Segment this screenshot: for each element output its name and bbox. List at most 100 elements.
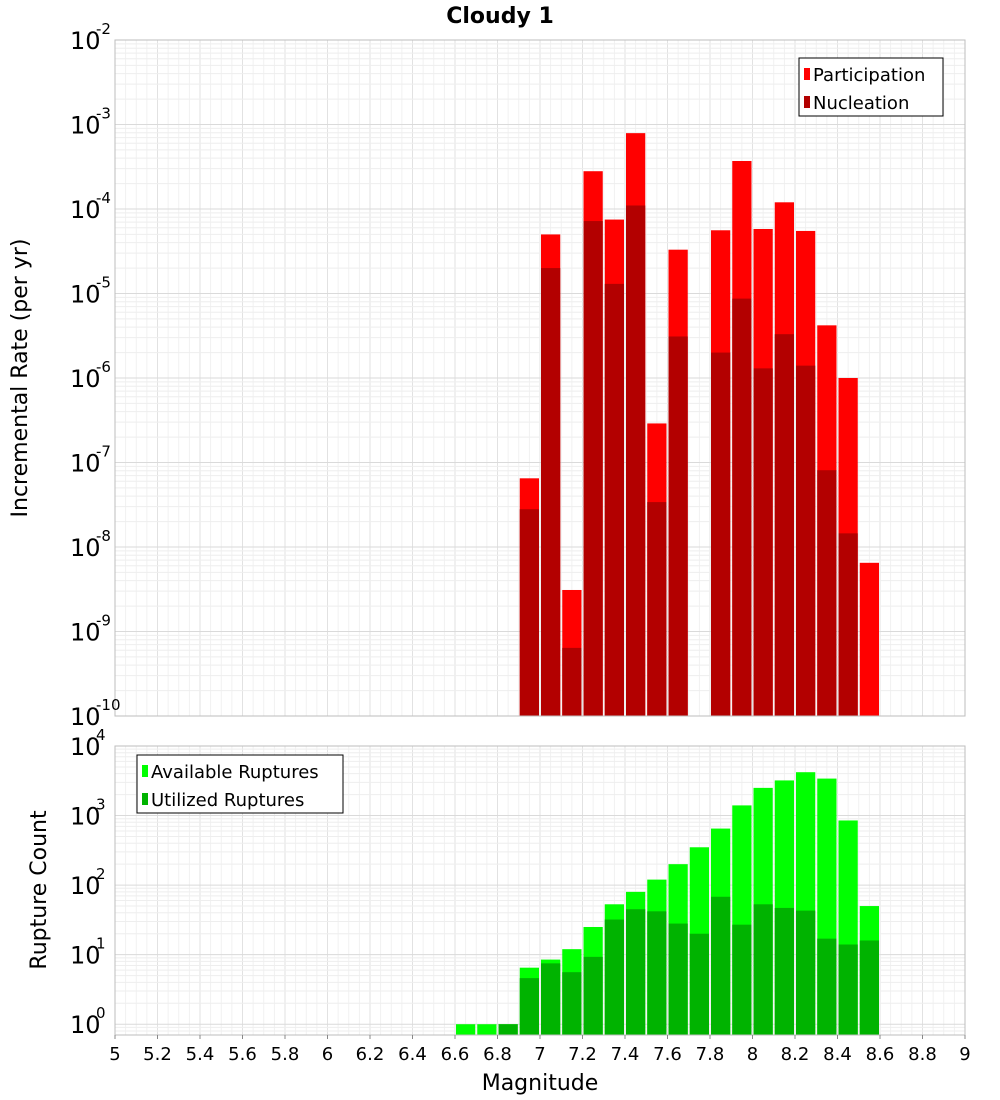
bottom-bar-series1 bbox=[477, 1024, 497, 1035]
x-tick-label: 8.2 bbox=[781, 1044, 810, 1065]
legend-swatch bbox=[142, 793, 148, 805]
x-tick-label: 8 bbox=[747, 1044, 758, 1065]
x-tick-label: 7.8 bbox=[696, 1044, 725, 1065]
x-tick-label: 6.6 bbox=[441, 1044, 470, 1065]
top-y-axis-label: Incremental Rate (per yr) bbox=[8, 239, 33, 518]
x-tick-label: 5.8 bbox=[271, 1044, 300, 1065]
top-bar-series2 bbox=[774, 334, 794, 716]
top-y-tick-exponent: -8 bbox=[96, 527, 111, 545]
chart-title: Cloudy 1 bbox=[446, 4, 554, 29]
bottom-y-axis-label: Rupture Count bbox=[27, 810, 52, 970]
bottom-bar-series2 bbox=[498, 1024, 518, 1035]
bottom-y-tick-label: 10 bbox=[70, 942, 101, 970]
x-tick-label: 7 bbox=[534, 1044, 545, 1065]
x-tick-label: 9 bbox=[959, 1044, 970, 1065]
bottom-y-tick-exponent: 2 bbox=[96, 865, 106, 883]
legend-box bbox=[798, 57, 944, 117]
top-bar-series2 bbox=[817, 470, 837, 716]
top-bar-series2 bbox=[541, 268, 561, 716]
x-tick-label: 6.8 bbox=[483, 1044, 512, 1065]
top-bar-series2 bbox=[519, 509, 539, 716]
bottom-bar-series2 bbox=[796, 910, 816, 1035]
top-y-tick-label: 10 bbox=[70, 112, 101, 140]
top-y-tick-exponent: -4 bbox=[96, 189, 111, 207]
x-tick-label: 5.6 bbox=[228, 1044, 257, 1065]
x-tick-label: 7.6 bbox=[653, 1044, 682, 1065]
legend-label: Utilized Ruptures bbox=[151, 790, 304, 811]
bottom-bar-series2 bbox=[519, 978, 539, 1035]
x-tick-label: 7.2 bbox=[568, 1044, 597, 1065]
top-bar-series2 bbox=[838, 533, 858, 716]
legend-label: Participation bbox=[813, 65, 925, 86]
top-plot-border bbox=[114, 39, 966, 717]
top-bar-series2 bbox=[668, 336, 688, 716]
top-y-tick-label: 10 bbox=[70, 450, 101, 478]
bottom-y-tick-label: 10 bbox=[70, 733, 101, 761]
bottom-bar-series2 bbox=[647, 911, 667, 1035]
x-tick-label: 8.8 bbox=[908, 1044, 937, 1065]
bottom-bar-series2 bbox=[562, 972, 582, 1035]
legend-box bbox=[136, 754, 344, 814]
x-tick-label: 7.4 bbox=[611, 1044, 640, 1065]
top-y-tick-label: 10 bbox=[70, 619, 101, 647]
bottom-y-tick-exponent: 4 bbox=[96, 726, 106, 744]
bottom-bars bbox=[456, 772, 879, 1035]
top-bar-series2 bbox=[753, 368, 773, 716]
top-y-tick-label: 10 bbox=[70, 703, 101, 731]
bottom-bar-series2 bbox=[711, 896, 731, 1035]
x-tick-label: 6 bbox=[322, 1044, 333, 1065]
top-bar-series1 bbox=[859, 562, 879, 716]
x-tick-label: 5.4 bbox=[186, 1044, 215, 1065]
bottom-bar-series2 bbox=[604, 919, 624, 1035]
legend-swatch bbox=[804, 96, 810, 108]
top-y-tick-label: 10 bbox=[70, 365, 101, 393]
top-y-tick-label: 10 bbox=[70, 27, 101, 55]
bottom-bar-series2 bbox=[689, 933, 709, 1035]
top-y-tick-exponent: -6 bbox=[96, 358, 111, 376]
x-tick-label: 8.4 bbox=[823, 1044, 852, 1065]
top-bar-series2 bbox=[796, 365, 816, 716]
top-bar-series2 bbox=[711, 352, 731, 716]
bottom-y-tick-label: 10 bbox=[70, 803, 101, 831]
x-tick-label: 5.2 bbox=[143, 1044, 172, 1065]
x-tick-label: 6.4 bbox=[398, 1044, 427, 1065]
bottom-bar-series2 bbox=[817, 938, 837, 1035]
legend-swatch bbox=[804, 68, 810, 80]
top-y-tick-label: 10 bbox=[70, 281, 101, 309]
x-axis-label: Magnitude bbox=[482, 1071, 599, 1096]
bottom-bar-series2 bbox=[859, 940, 879, 1035]
bottom-bar-series2 bbox=[583, 956, 603, 1035]
bottom-y-tick-exponent: 3 bbox=[96, 796, 106, 814]
bottom-bar-series2 bbox=[541, 963, 561, 1035]
top-y-tick-exponent: -9 bbox=[96, 612, 111, 630]
top-y-tick-exponent: -5 bbox=[96, 274, 111, 292]
x-tick-label: 8.6 bbox=[866, 1044, 895, 1065]
bottom-legend: Available Ruptures Utilized Ruptures bbox=[136, 754, 344, 814]
top-y-tick-exponent: -10 bbox=[96, 696, 121, 714]
bottom-bar-series2 bbox=[774, 907, 794, 1035]
top-bars bbox=[519, 133, 879, 717]
bottom-y-tick-exponent: 1 bbox=[96, 935, 106, 953]
bottom-y-tick-exponent: 0 bbox=[96, 1004, 106, 1022]
top-legend: Participation Nucleation bbox=[798, 57, 944, 117]
bottom-bar-series1 bbox=[456, 1024, 476, 1035]
top-y-tick-label: 10 bbox=[70, 196, 101, 224]
bottom-y-tick-label: 10 bbox=[70, 1011, 101, 1039]
bottom-bar-series2 bbox=[626, 909, 646, 1035]
x-tick-label: 5 bbox=[109, 1044, 120, 1065]
bottom-bar-series2 bbox=[838, 944, 858, 1035]
bottom-y-tick-label: 10 bbox=[70, 872, 101, 900]
legend-swatch bbox=[142, 765, 148, 777]
top-grid bbox=[114, 39, 966, 717]
x-tick-labels: 5 5.2 5.4 5.6 5.8 6 6.2 6.4 6.6 6.8 7 7.2 7.4 7.6 7.8 8… bbox=[109, 1035, 971, 1065]
bottom-bar-series2 bbox=[668, 923, 688, 1035]
top-bar-series2 bbox=[647, 502, 667, 716]
top-y-tick-exponent: -7 bbox=[96, 443, 111, 461]
bottom-bar-series2 bbox=[732, 924, 752, 1035]
top-bar-series2 bbox=[626, 205, 646, 716]
top-bar-series2 bbox=[604, 283, 624, 716]
